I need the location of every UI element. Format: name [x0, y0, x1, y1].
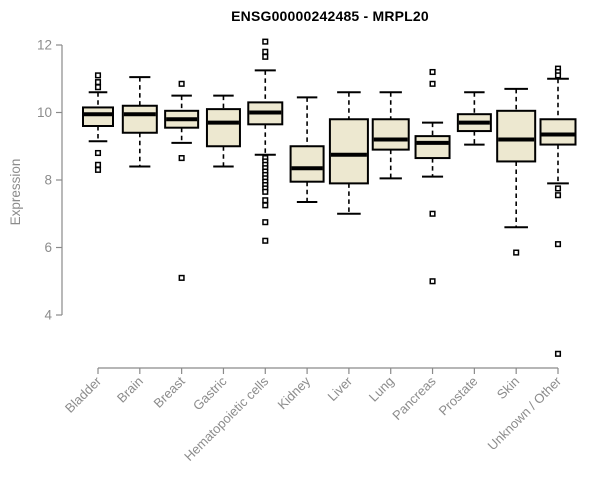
outlier-point — [94, 72, 102, 79]
outlier-point — [178, 155, 185, 162]
outlier-point — [554, 72, 562, 79]
x-category-label: Unknown / Other — [485, 373, 565, 453]
y-axis-title: Expression — [8, 159, 23, 226]
outlier-point — [178, 274, 185, 281]
outlier-point — [94, 79, 102, 86]
boxplot-unknown-other — [539, 65, 577, 357]
outlier-point — [262, 197, 269, 204]
box-rect — [414, 135, 451, 160]
x-category-label: Bladder — [62, 373, 105, 416]
outlier-point — [94, 84, 102, 91]
outlier-point — [262, 38, 269, 45]
outlier-point — [262, 202, 269, 209]
x-category-label: Breast — [151, 373, 188, 410]
box-rect — [205, 108, 241, 148]
boxplot-gastric — [205, 94, 241, 168]
outlier-point — [429, 278, 436, 285]
y-tick-label: 8 — [44, 173, 52, 188]
box-rect — [539, 118, 577, 146]
box-rect — [121, 104, 158, 134]
y-tick-label: 6 — [44, 240, 52, 255]
boxplot-bladder — [82, 72, 114, 173]
x-category-label: Gastric — [190, 373, 230, 413]
outlier-point — [513, 249, 520, 256]
boxplot-kidney — [289, 96, 325, 203]
x-category-label: Pancreas — [389, 373, 439, 423]
outlier-point — [94, 166, 102, 173]
boxplot-skin — [496, 87, 537, 256]
outlier-point — [554, 350, 562, 357]
outlier-point — [178, 80, 185, 87]
x-category-label: Kidney — [274, 373, 313, 412]
outlier-point — [554, 185, 562, 192]
outlier-point — [262, 53, 269, 60]
boxplot-brain — [121, 76, 158, 168]
outlier-point — [262, 237, 269, 244]
y-tick-label: 10 — [37, 105, 52, 120]
outlier-point — [94, 161, 102, 168]
box-rect — [328, 118, 369, 185]
box-rect — [371, 118, 410, 151]
box-rect — [496, 109, 537, 163]
boxplot-liver — [328, 91, 369, 215]
boxplot-hematopoietic-cells — [247, 38, 284, 244]
outlier-point — [554, 241, 562, 248]
box-rect — [289, 145, 325, 183]
boxplot-breast — [164, 80, 200, 281]
outlier-point — [429, 68, 436, 76]
x-category-label: Brain — [114, 374, 146, 406]
x-category-label: Skin — [494, 374, 522, 402]
y-tick-label: 12 — [37, 38, 52, 53]
outlier-point — [554, 192, 562, 199]
boxplot-prostate — [456, 91, 492, 146]
outlier-point — [429, 210, 436, 217]
box-rect — [82, 106, 114, 127]
x-category-label: Liver — [324, 373, 355, 404]
outlier-point — [262, 188, 269, 195]
x-category-label: Prostate — [436, 374, 481, 419]
outlier-point — [262, 48, 269, 55]
boxplot-lung — [371, 91, 410, 180]
x-category-label: Lung — [366, 374, 397, 405]
outlier-point — [429, 80, 436, 87]
boxplot-pancreas — [414, 68, 451, 285]
chart-title: ENSG00000242485 - MRPL20 — [231, 8, 429, 24]
y-axis: 4 6 8 10 12 Expression — [8, 38, 63, 323]
outlier-point — [94, 149, 102, 157]
outlier-point — [262, 219, 269, 226]
y-tick-label: 4 — [44, 308, 52, 323]
